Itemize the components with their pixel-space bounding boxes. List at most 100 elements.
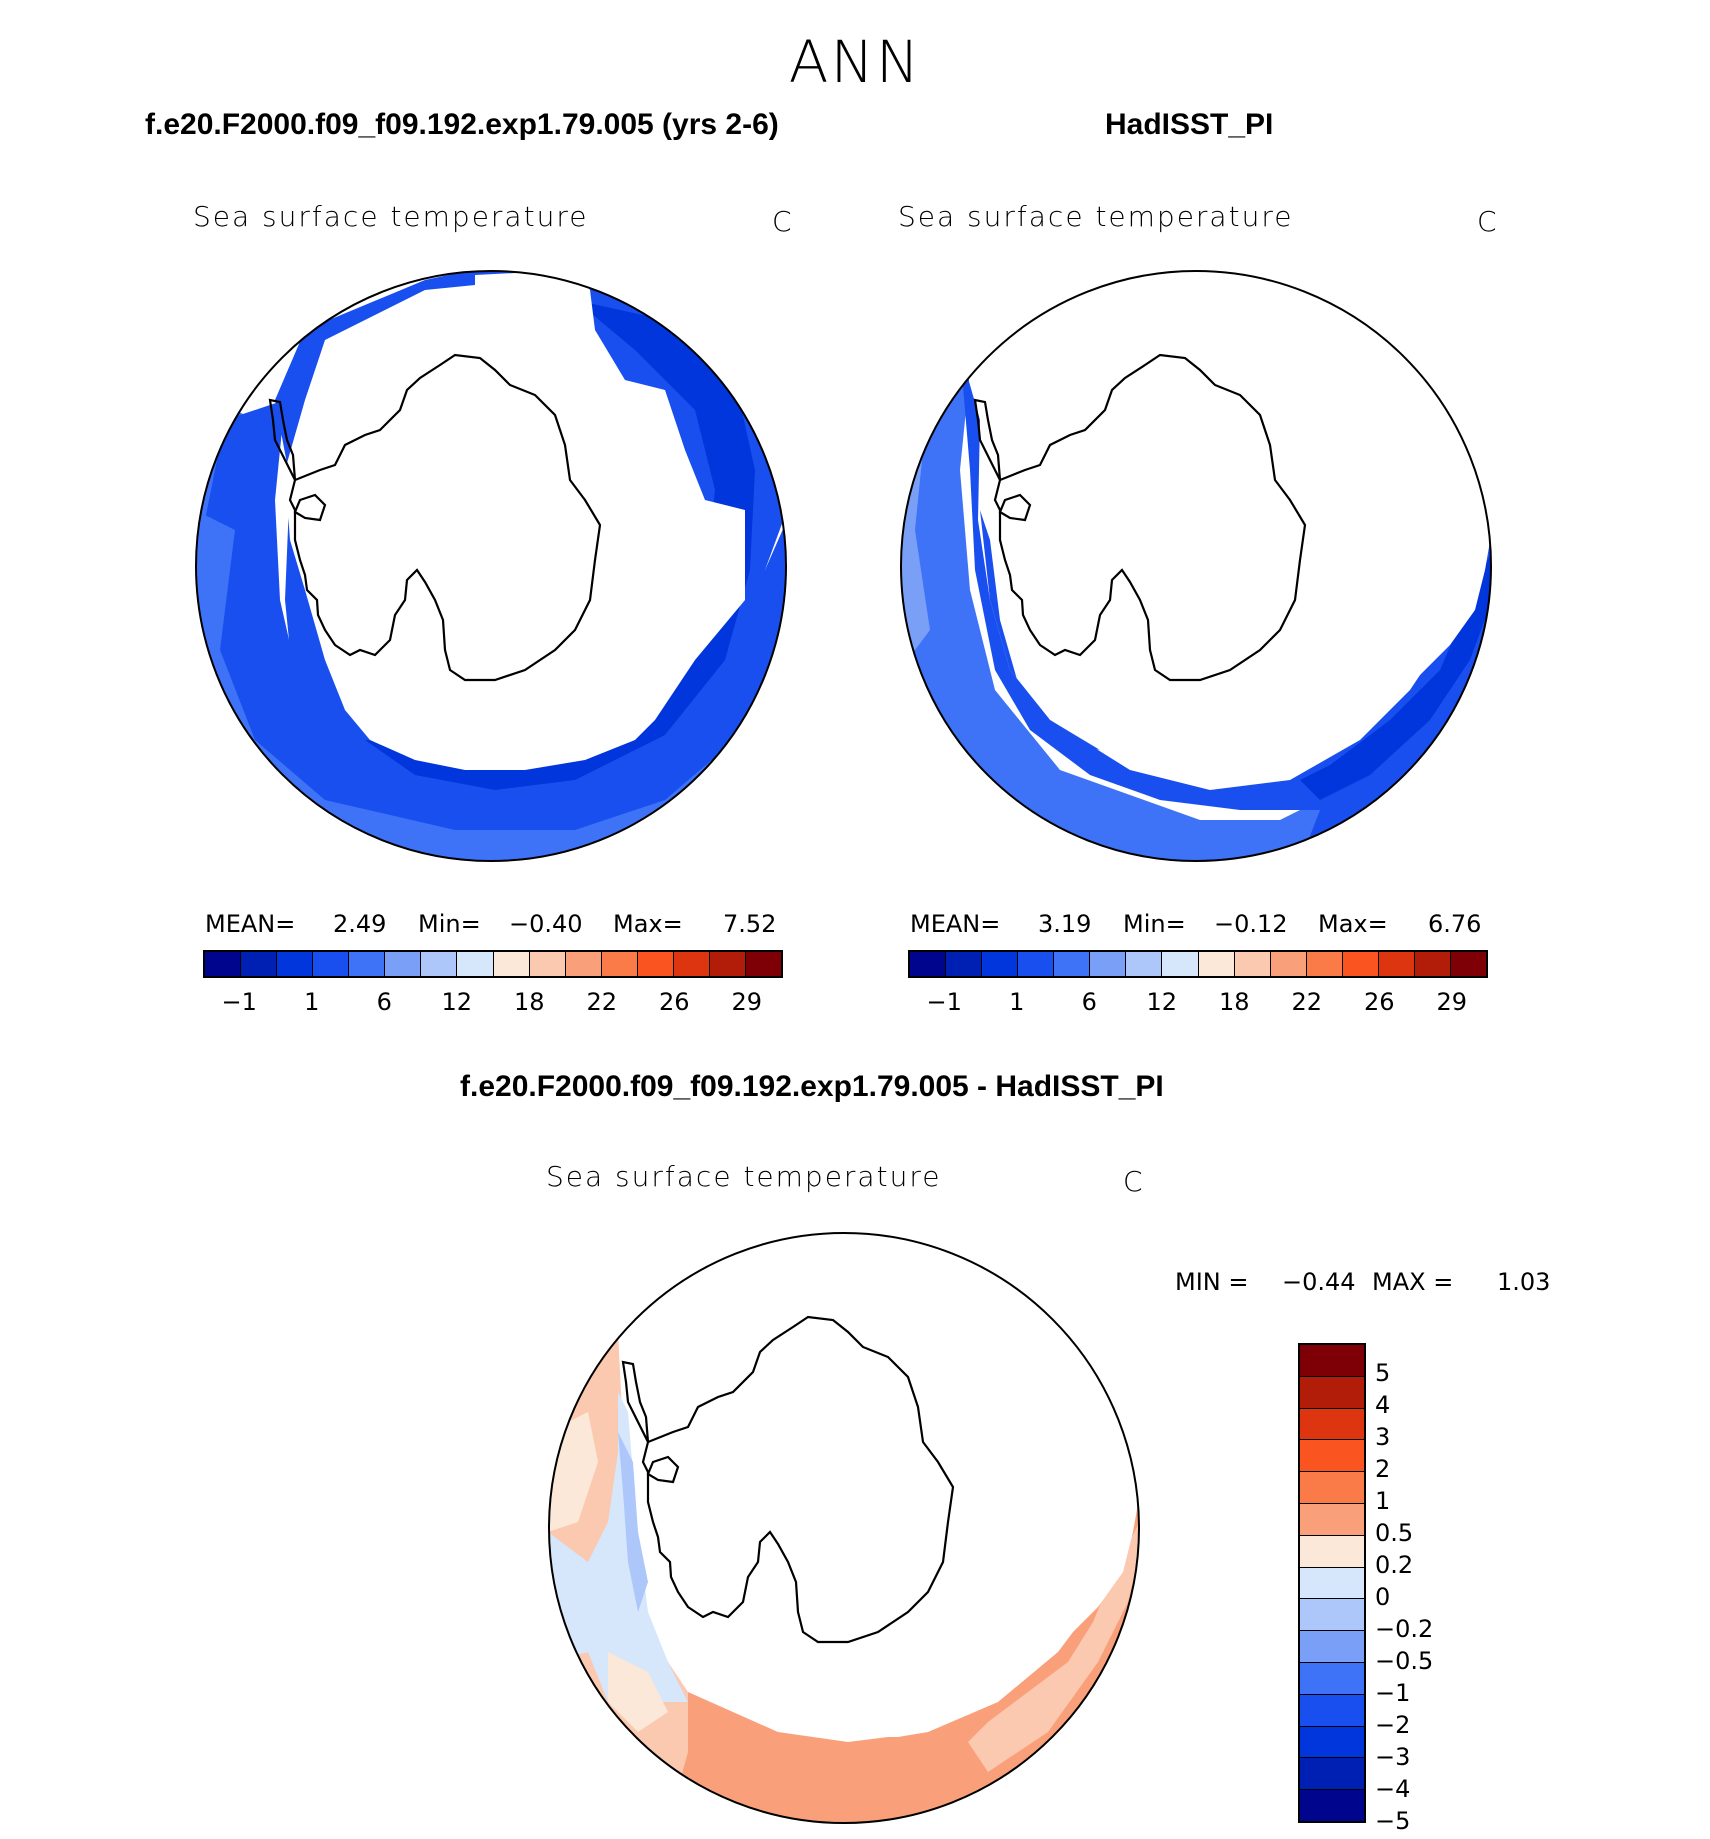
colorbar-swatch [1300, 1408, 1364, 1441]
colorbar-tick-label: 22 [586, 988, 618, 1016]
colorbar-tick-label: 1 [304, 988, 320, 1016]
colorbar-swatch [313, 952, 350, 976]
panel-1-max-value: 7.52 [723, 910, 777, 938]
colorbar-swatch [982, 952, 1019, 976]
colorbar-swatch [1300, 1345, 1364, 1377]
colorbar-tick-label: 0.5 [1375, 1519, 1414, 1547]
colorbar-tick-label: 18 [1218, 988, 1250, 1016]
colorbar-swatch [1018, 952, 1055, 976]
diff-neg-light [549, 1392, 688, 1702]
colorbar-swatch [1198, 952, 1235, 976]
colorbar-tick-label: 5 [1375, 1359, 1391, 1387]
panel-2-case-title: HadISST_PI [1105, 108, 1274, 141]
diff-max-label: MAX = [1372, 1268, 1454, 1296]
panel-2-map [900, 270, 1492, 862]
colorbar-swatch [601, 952, 638, 976]
colorbar-swatch [1300, 1535, 1364, 1568]
colorbar-tick-label: 29 [731, 988, 763, 1016]
colorbar-swatch [1378, 952, 1415, 976]
colorbar-swatch [385, 952, 422, 976]
panel-2-mean-value: 3.19 [1038, 910, 1092, 938]
panel-1-antarctica-outline [288, 353, 602, 682]
diff-min-value: −0.44 [1282, 1268, 1356, 1296]
colorbar-swatch [745, 952, 781, 976]
colorbar-tick-label: −0.5 [1375, 1647, 1434, 1675]
colorbar-tick-label: 6 [1081, 988, 1097, 1016]
panel-1-variable-title: Sea surface temperature [193, 200, 589, 233]
colorbar-tick-label: −0.2 [1375, 1615, 1434, 1643]
panel-1-mean-label: MEAN= [205, 910, 296, 938]
colorbar-swatch [1300, 1790, 1364, 1821]
diff-neg-mid [618, 1432, 648, 1612]
diff-variable-title: Sea surface temperature [546, 1160, 942, 1193]
colorbar-swatch [1090, 952, 1127, 976]
colorbar-swatch [1342, 952, 1379, 976]
colorbar-swatch [1300, 1376, 1364, 1409]
colorbar-tick-label: 1 [1375, 1487, 1391, 1515]
colorbar-tick-label: 29 [1436, 988, 1468, 1016]
panel-1-ice-mask [285, 271, 745, 770]
colorbar-tick-label: 26 [658, 988, 690, 1016]
colorbar-tick-label: −5 [1375, 1807, 1411, 1835]
colorbar-swatch [1300, 1662, 1364, 1695]
colorbar-tick-label: −1 [1375, 1679, 1411, 1707]
colorbar-swatch [1300, 1472, 1364, 1504]
colorbar-swatch [1300, 1758, 1364, 1791]
colorbar-tick-label: 22 [1291, 988, 1323, 1016]
colorbar-swatch [493, 952, 530, 976]
colorbar-tick-label: 0 [1375, 1583, 1391, 1611]
panel-2-min-value: −0.12 [1214, 910, 1288, 938]
colorbar-swatch [1300, 1631, 1364, 1663]
diff-pos-light-east [968, 1522, 1139, 1772]
diff-min-label: MIN = [1175, 1268, 1249, 1296]
colorbar-swatch [1162, 952, 1199, 976]
colorbar-swatch [457, 952, 494, 976]
panel-1-min-label: Min= [418, 910, 481, 938]
colorbar-swatch [349, 952, 386, 976]
panel-1-mean-value: 2.49 [333, 910, 387, 938]
panel-1-units: C [772, 205, 792, 238]
diff-map [548, 1232, 1140, 1824]
colorbar-tick-label: −4 [1375, 1775, 1411, 1803]
colorbar-swatch [205, 952, 242, 976]
colorbar-tick-label: 1 [1009, 988, 1025, 1016]
panel-2-variable-title: Sea surface temperature [898, 200, 1294, 233]
diff-antarctica-outline [641, 1315, 955, 1644]
colorbar-tick-label: 4 [1375, 1391, 1391, 1419]
colorbar-tick-label: 26 [1363, 988, 1395, 1016]
panel-2-mean-label: MEAN= [910, 910, 1001, 938]
page-title: ANN [788, 28, 922, 96]
colorbar-swatch [637, 952, 674, 976]
colorbar-swatch [1450, 952, 1486, 976]
panel-1-max-label: Max= [613, 910, 683, 938]
panel-2-sst-deep [1300, 550, 1491, 800]
colorbar-tick-label: 0.2 [1375, 1551, 1414, 1579]
colorbar-swatch [1270, 952, 1307, 976]
panel-2-min-label: Min= [1123, 910, 1186, 938]
colorbar-swatch [910, 952, 947, 976]
panel-1-case-title: f.e20.F2000.f09_f09.192.exp1.79.005 (yrs… [145, 108, 779, 141]
colorbar-tick-label: 12 [441, 988, 473, 1016]
colorbar-swatch [421, 952, 458, 976]
colorbar-swatch [946, 952, 983, 976]
colorbar-swatch [1300, 1440, 1364, 1473]
panel-1-min-value: −0.40 [509, 910, 583, 938]
colorbar-tick-label: −1 [926, 988, 962, 1016]
colorbar-swatch [1126, 952, 1163, 976]
panel-1-colorbar [203, 950, 783, 978]
diff-case-title: f.e20.F2000.f09_f09.192.exp1.79.005 - Ha… [460, 1070, 1164, 1103]
colorbar-swatch [1300, 1694, 1364, 1727]
diff-units: C [1123, 1165, 1143, 1198]
colorbar-swatch [1300, 1567, 1364, 1600]
diff-colorbar [1298, 1343, 1366, 1823]
colorbar-tick-label: −3 [1375, 1743, 1411, 1771]
colorbar-swatch [565, 952, 602, 976]
colorbar-swatch [241, 952, 278, 976]
colorbar-tick-label: 3 [1375, 1423, 1391, 1451]
colorbar-swatch [277, 952, 314, 976]
colorbar-swatch [1414, 952, 1451, 976]
colorbar-swatch [1300, 1726, 1364, 1759]
colorbar-swatch [1300, 1503, 1364, 1536]
colorbar-tick-label: 2 [1375, 1455, 1391, 1483]
diff-ice-mask [613, 1233, 1139, 1737]
